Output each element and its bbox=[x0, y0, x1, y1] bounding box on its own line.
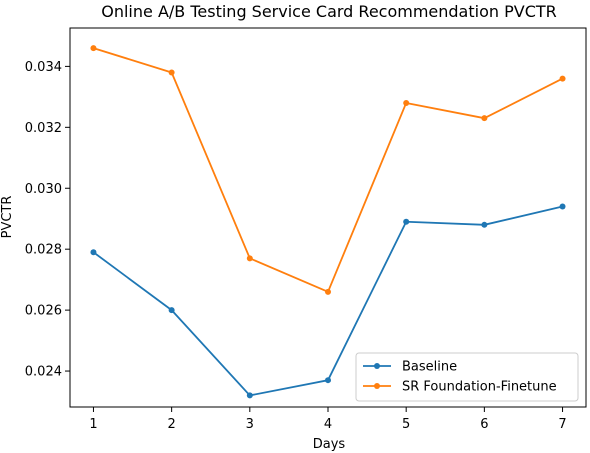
x-tick-label: 5 bbox=[402, 417, 410, 432]
legend-marker bbox=[374, 363, 380, 369]
data-point-baseline bbox=[90, 249, 97, 256]
x-tick-label: 1 bbox=[89, 417, 97, 432]
y-tick-label: 0.034 bbox=[25, 60, 62, 75]
legend-label: Baseline bbox=[402, 360, 457, 375]
legend-label: SR Foundation-Finetune bbox=[402, 380, 557, 395]
series-layer bbox=[90, 45, 566, 399]
data-point-sr-foundation-finetune bbox=[246, 255, 253, 262]
y-axis: 0.024 0.026 0.028 0.030 0.032 0.034 bbox=[25, 60, 70, 380]
x-tick-label: 3 bbox=[246, 417, 254, 432]
data-point-baseline bbox=[325, 377, 331, 384]
chart-title: Online A/B Testing Service Card Recommen… bbox=[101, 2, 557, 21]
legend: Baseline SR Foundation-Finetune bbox=[355, 352, 579, 402]
x-axis-label: Days bbox=[313, 437, 346, 452]
x-tick-label: 2 bbox=[167, 417, 175, 432]
data-point-baseline bbox=[403, 218, 410, 225]
y-tick-label: 0.028 bbox=[25, 243, 62, 258]
x-tick-label: 4 bbox=[324, 417, 332, 432]
plot-frame bbox=[69, 27, 587, 408]
series-line-sr-foundation-finetune bbox=[93, 47, 563, 293]
data-point-baseline bbox=[559, 203, 566, 210]
data-point-sr-foundation-finetune bbox=[168, 69, 175, 76]
data-point-sr-foundation-finetune bbox=[403, 99, 410, 106]
y-tick-label: 0.032 bbox=[25, 121, 62, 136]
data-point-baseline bbox=[246, 392, 253, 399]
legend-box bbox=[355, 352, 579, 402]
x-tick-label: 6 bbox=[480, 417, 488, 432]
x-axis: 1 2 3 4 5 6 7 bbox=[89, 407, 567, 432]
y-tick-label: 0.026 bbox=[25, 304, 62, 319]
legend-marker bbox=[374, 383, 380, 389]
data-point-sr-foundation-finetune bbox=[481, 115, 488, 122]
data-point-sr-foundation-finetune bbox=[559, 75, 566, 82]
x-tick-label: 7 bbox=[558, 417, 566, 432]
data-point-sr-foundation-finetune bbox=[90, 45, 97, 52]
data-point-baseline bbox=[168, 307, 175, 314]
data-point-sr-foundation-finetune bbox=[325, 288, 331, 295]
data-point-baseline bbox=[481, 221, 488, 228]
y-tick-label: 0.030 bbox=[25, 182, 62, 197]
y-axis-label: PVCTR bbox=[0, 196, 15, 239]
y-tick-label: 0.024 bbox=[25, 365, 62, 380]
